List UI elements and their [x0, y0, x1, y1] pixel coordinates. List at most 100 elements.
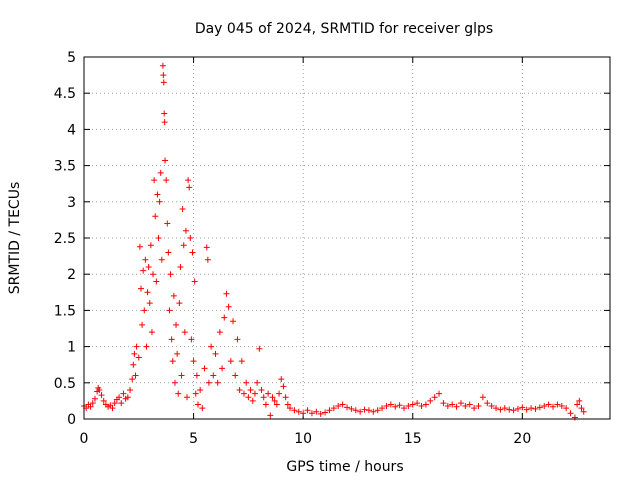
data-point	[116, 394, 123, 401]
data-point	[278, 376, 285, 383]
data-point	[171, 379, 178, 386]
data-point	[365, 407, 372, 414]
data-point	[493, 405, 500, 412]
data-point	[154, 191, 161, 198]
data-point	[383, 402, 390, 409]
data-point	[528, 405, 535, 412]
data-point	[130, 361, 137, 368]
data-point	[444, 402, 451, 409]
data-point	[462, 402, 469, 409]
data-point	[541, 402, 548, 409]
data-point	[165, 249, 172, 256]
data-point	[243, 379, 250, 386]
data-point	[139, 321, 146, 328]
data-point	[161, 110, 168, 117]
data-point	[475, 402, 482, 409]
data-point	[216, 329, 223, 336]
data-point	[133, 343, 140, 350]
x-tick-label: 15	[404, 431, 422, 447]
data-point	[199, 405, 206, 412]
data-point	[254, 379, 261, 386]
data-point	[197, 387, 204, 394]
data-point	[223, 290, 230, 297]
data-point	[523, 406, 530, 413]
x-tick-label: 20	[513, 431, 531, 447]
data-point	[168, 336, 175, 343]
data-point	[87, 403, 94, 410]
data-point	[370, 408, 377, 415]
data-point	[466, 401, 473, 408]
plot-frame	[83, 56, 611, 420]
data-point	[308, 410, 315, 417]
data-point	[152, 213, 159, 220]
data-point	[127, 387, 134, 394]
data-point	[418, 402, 425, 409]
data-point	[284, 401, 291, 408]
data-point	[178, 372, 185, 379]
data-point	[184, 394, 191, 401]
data-point	[282, 394, 289, 401]
x-tick-label: 10	[294, 431, 312, 447]
data-point	[146, 300, 153, 307]
data-point	[167, 271, 174, 278]
data-point	[136, 243, 143, 250]
data-point	[357, 408, 364, 415]
chart-title: Day 045 of 2024, SRMTID for receiver glp…	[195, 21, 493, 37]
data-point	[141, 307, 148, 314]
data-point	[173, 321, 180, 328]
data-point	[449, 401, 456, 408]
data-point	[348, 405, 355, 412]
data-point	[422, 401, 429, 408]
data-point	[158, 256, 165, 263]
data-point	[379, 405, 386, 412]
data-point	[258, 387, 265, 394]
data-point	[225, 303, 232, 310]
data-point	[203, 244, 210, 251]
data-point	[267, 412, 274, 419]
data-point	[155, 235, 162, 241]
data-point	[374, 407, 381, 414]
data-point	[169, 358, 176, 365]
data-point	[151, 177, 158, 184]
y-tick-label: 1.5	[54, 303, 76, 319]
data-point	[488, 402, 495, 409]
y-tick-label: 4.5	[54, 86, 76, 102]
data-point	[161, 119, 168, 126]
data-point	[190, 358, 197, 365]
data-point	[532, 405, 539, 412]
data-point	[405, 402, 412, 409]
data-point	[163, 177, 170, 184]
data-point	[326, 407, 333, 414]
y-tick-label: 0.5	[54, 376, 76, 392]
data-point	[387, 401, 394, 408]
data-point	[162, 157, 169, 164]
data-point	[251, 390, 258, 397]
data-point	[519, 404, 526, 411]
data-point	[396, 402, 403, 409]
data-point	[514, 405, 521, 412]
data-point	[247, 387, 254, 394]
data-point	[249, 397, 256, 404]
data-point	[414, 400, 421, 407]
data-point	[245, 394, 252, 401]
x-tick-label: 0	[80, 431, 89, 447]
data-point	[120, 390, 127, 397]
data-point	[96, 387, 103, 394]
data-point	[156, 198, 163, 205]
data-point	[137, 285, 144, 292]
data-point	[240, 390, 247, 397]
data-point	[179, 206, 186, 213]
data-point	[109, 405, 116, 412]
data-point	[192, 390, 199, 397]
data-point	[182, 227, 189, 234]
data-point	[180, 242, 187, 249]
data-point	[201, 365, 208, 372]
data-point	[148, 329, 155, 336]
x-tick-label: 5	[189, 431, 198, 447]
data-point	[176, 300, 183, 307]
data-point	[186, 184, 193, 191]
data-point	[497, 406, 504, 413]
data-point	[177, 263, 184, 270]
y-tick-label: 2	[67, 267, 76, 283]
